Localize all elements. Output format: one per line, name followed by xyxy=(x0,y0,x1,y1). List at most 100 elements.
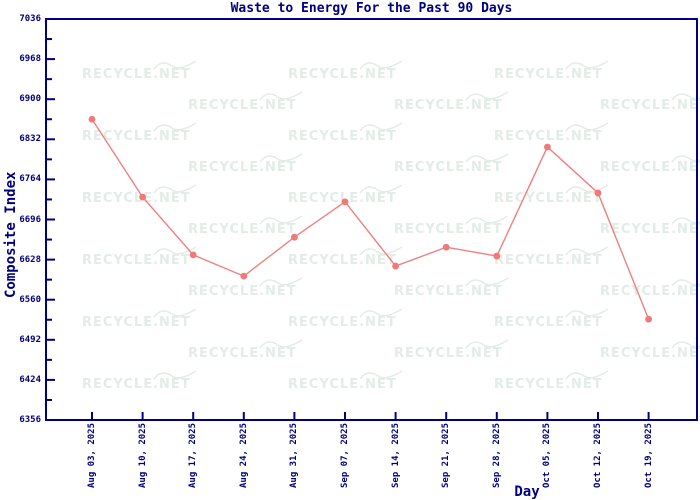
plot-border xyxy=(45,18,698,421)
watermark-squiggle-icon xyxy=(671,279,700,287)
watermark: RECYCLE.NET xyxy=(494,246,609,268)
watermark-text: RECYCLE.NET xyxy=(188,222,297,237)
watermark-squiggle-icon xyxy=(259,339,303,349)
watermark: RECYCLE.NET xyxy=(82,60,197,82)
watermark-text: RECYCLE.NET xyxy=(600,98,700,113)
data-point-marker xyxy=(392,262,399,270)
x-axis-label: Day xyxy=(514,484,540,500)
watermark: RECYCLE.NET xyxy=(188,277,303,299)
watermark: RECYCLE.NET xyxy=(82,308,197,330)
watermark-squiggle-icon xyxy=(359,370,403,380)
watermark-squiggle-icon xyxy=(153,246,197,256)
watermark-text: RECYCLE.NET xyxy=(494,191,603,206)
data-point-marker xyxy=(442,243,450,251)
watermark-text: RECYCLE.NET xyxy=(600,222,700,237)
watermark: RECYCLE.NET xyxy=(394,91,509,113)
watermark-text: RECYCLE.NET xyxy=(394,98,503,113)
watermark-squiggle-icon xyxy=(465,339,509,349)
watermark-squiggle-icon xyxy=(465,91,509,101)
watermark-squiggle-icon xyxy=(565,246,609,256)
watermark: RECYCLE.NET xyxy=(82,122,197,144)
watermark-squiggle-icon xyxy=(259,153,303,163)
watermark-squiggle-icon xyxy=(465,153,509,163)
watermark-squiggle-icon xyxy=(359,60,403,70)
watermark: RECYCLE.NET xyxy=(600,155,700,175)
watermark-text: RECYCLE.NET xyxy=(600,160,700,175)
watermark: RECYCLE.NET xyxy=(494,184,609,206)
watermark-text: RECYCLE.NET xyxy=(288,377,397,392)
watermark: RECYCLE.NET xyxy=(188,215,303,237)
watermark-squiggle-icon xyxy=(465,215,509,225)
watermark-text: RECYCLE.NET xyxy=(494,253,603,268)
watermark-text: RECYCLE.NET xyxy=(82,377,191,392)
watermark-squiggle-icon xyxy=(259,91,303,101)
watermark-text: RECYCLE.NET xyxy=(188,160,297,175)
watermark-squiggle-icon xyxy=(359,184,403,194)
watermark-text: RECYCLE.NET xyxy=(82,191,191,206)
watermark-squiggle-icon xyxy=(153,370,197,380)
watermark-squiggle-icon xyxy=(565,370,609,380)
watermark-squiggle-icon xyxy=(259,277,303,287)
watermark-text: RECYCLE.NET xyxy=(394,222,503,237)
watermark: RECYCLE.NET xyxy=(82,246,197,268)
watermark-text: RECYCLE.NET xyxy=(394,160,503,175)
watermark-squiggle-icon xyxy=(671,341,700,349)
watermark-text: RECYCLE.NET xyxy=(600,346,700,361)
data-point-marker xyxy=(291,233,298,241)
watermark-squiggle-icon xyxy=(671,93,700,101)
watermark: RECYCLE.NET xyxy=(600,341,700,361)
data-point-marker xyxy=(189,251,197,259)
watermark-squiggle-icon xyxy=(565,308,609,318)
data-point-marker xyxy=(88,115,96,123)
series-line xyxy=(91,118,650,320)
watermark: RECYCLE.NET xyxy=(394,277,509,299)
watermark-text: RECYCLE.NET xyxy=(82,67,191,82)
watermark: RECYCLE.NET xyxy=(494,370,609,392)
watermark-text: RECYCLE.NET xyxy=(494,377,603,392)
watermark: RECYCLE.NET xyxy=(494,122,609,144)
watermark-squiggle-icon xyxy=(359,122,403,132)
watermark: RECYCLE.NET xyxy=(188,91,303,113)
watermark: RECYCLE.NET xyxy=(288,122,403,144)
watermark-text: RECYCLE.NET xyxy=(394,284,503,299)
data-point-marker xyxy=(341,198,349,206)
watermark: RECYCLE.NET xyxy=(600,217,700,237)
watermark: RECYCLE.NET xyxy=(188,339,303,361)
data-point-marker xyxy=(645,315,652,323)
watermark-text: RECYCLE.NET xyxy=(188,98,297,113)
watermark: RECYCLE.NET xyxy=(288,60,403,82)
watermark-squiggle-icon xyxy=(153,122,197,132)
watermark-squiggle-icon xyxy=(153,308,197,318)
data-point-marker xyxy=(139,193,147,201)
watermark: RECYCLE.NET xyxy=(82,184,197,206)
watermark: RECYCLE.NET xyxy=(394,153,509,175)
watermark: RECYCLE.NET xyxy=(288,308,403,330)
watermark-text: RECYCLE.NET xyxy=(494,67,603,82)
watermark: RECYCLE.NET xyxy=(394,215,509,237)
watermark-squiggle-icon xyxy=(671,217,700,225)
watermark: RECYCLE.NET xyxy=(494,60,609,82)
y-axis-label: Composite Index xyxy=(3,171,19,298)
watermark: RECYCLE.NET xyxy=(288,370,403,392)
watermark-text: RECYCLE.NET xyxy=(82,315,191,330)
watermark-squiggle-icon xyxy=(671,155,700,163)
watermark-squiggle-icon xyxy=(359,308,403,318)
watermark: RECYCLE.NET xyxy=(82,370,197,392)
watermark-text: RECYCLE.NET xyxy=(82,253,191,268)
watermark: RECYCLE.NET xyxy=(288,184,403,206)
watermark: RECYCLE.NET xyxy=(394,339,509,361)
watermark: RECYCLE.NET xyxy=(288,246,403,268)
watermark-text: RECYCLE.NET xyxy=(288,315,397,330)
watermark-squiggle-icon xyxy=(465,277,509,287)
watermark-squiggle-icon xyxy=(153,184,197,194)
watermark-text: RECYCLE.NET xyxy=(288,253,397,268)
data-point-marker xyxy=(594,189,602,197)
watermark-squiggle-icon xyxy=(153,60,197,70)
watermark-squiggle-icon xyxy=(359,246,403,256)
watermark-squiggle-icon xyxy=(259,215,303,225)
watermark-text: RECYCLE.NET xyxy=(494,129,603,144)
data-point-marker xyxy=(493,252,501,260)
watermark: RECYCLE.NET xyxy=(494,308,609,330)
